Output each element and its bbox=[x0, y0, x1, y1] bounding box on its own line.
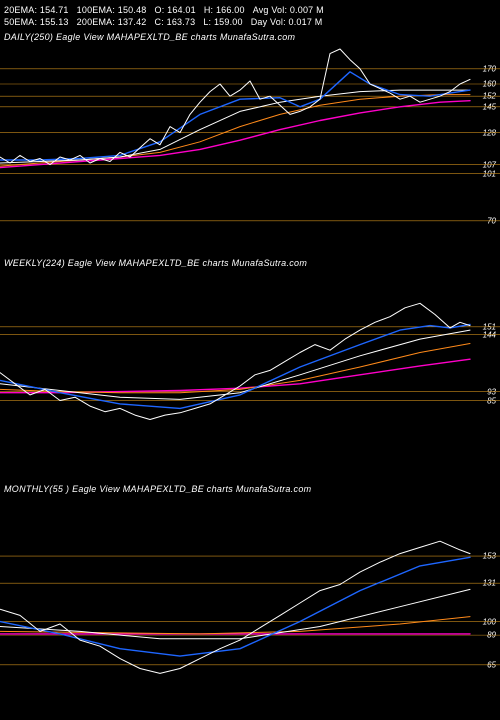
chart-weekly bbox=[0, 272, 500, 462]
series-ema20 bbox=[0, 325, 470, 409]
stat-l: L: 159.00 bbox=[203, 17, 242, 27]
stat-50ema: 50EMA: 155.13 bbox=[4, 17, 69, 27]
panel-daily: DAILY(250) Eagle View MAHAPEXLTD_BE char… bbox=[0, 32, 500, 236]
header-line-1: 20EMA: 154.71 100EMA: 150.48 O: 164.01 H: 1… bbox=[4, 4, 332, 16]
header-line-2: 50EMA: 155.13 200EMA: 137.42 C: 163.73 L: 1… bbox=[4, 16, 332, 28]
stat-100ema: 100EMA: 150.48 bbox=[77, 5, 147, 15]
panel-title-daily: DAILY(250) Eagle View MAHAPEXLTD_BE char… bbox=[4, 32, 295, 42]
chart-daily bbox=[0, 46, 500, 236]
chart-monthly bbox=[0, 498, 500, 708]
series-ema20 bbox=[0, 72, 470, 160]
series-ema100 bbox=[0, 344, 470, 393]
series-price bbox=[0, 303, 470, 419]
panel-title-monthly: MONTHLY(55 ) Eagle View MAHAPEXLTD_BE ch… bbox=[4, 484, 311, 494]
series-ema200 bbox=[0, 359, 470, 393]
stat-h: H: 166.00 bbox=[204, 5, 245, 15]
header-stats: 20EMA: 154.71 100EMA: 150.48 O: 164.01 H: 1… bbox=[4, 4, 332, 28]
stat-20ema: 20EMA: 154.71 bbox=[4, 5, 69, 15]
panel-monthly: MONTHLY(55 ) Eagle View MAHAPEXLTD_BE ch… bbox=[0, 484, 500, 708]
stat-o: O: 164.01 bbox=[155, 5, 196, 15]
series-ema200 bbox=[0, 101, 470, 168]
stat-avg-vol: Avg Vol: 0.007 M bbox=[253, 5, 324, 15]
panel-weekly: WEEKLY(224) Eagle View MAHAPEXLTD_BE cha… bbox=[0, 258, 500, 462]
series-ema100 bbox=[0, 95, 470, 167]
stat-c: C: 163.73 bbox=[155, 17, 196, 27]
stat-200ema: 200EMA: 137.42 bbox=[77, 17, 147, 27]
stat-day-vol: Day Vol: 0.017 M bbox=[251, 17, 323, 27]
series-ema50 bbox=[0, 589, 470, 638]
panel-title-weekly: WEEKLY(224) Eagle View MAHAPEXLTD_BE cha… bbox=[4, 258, 307, 268]
